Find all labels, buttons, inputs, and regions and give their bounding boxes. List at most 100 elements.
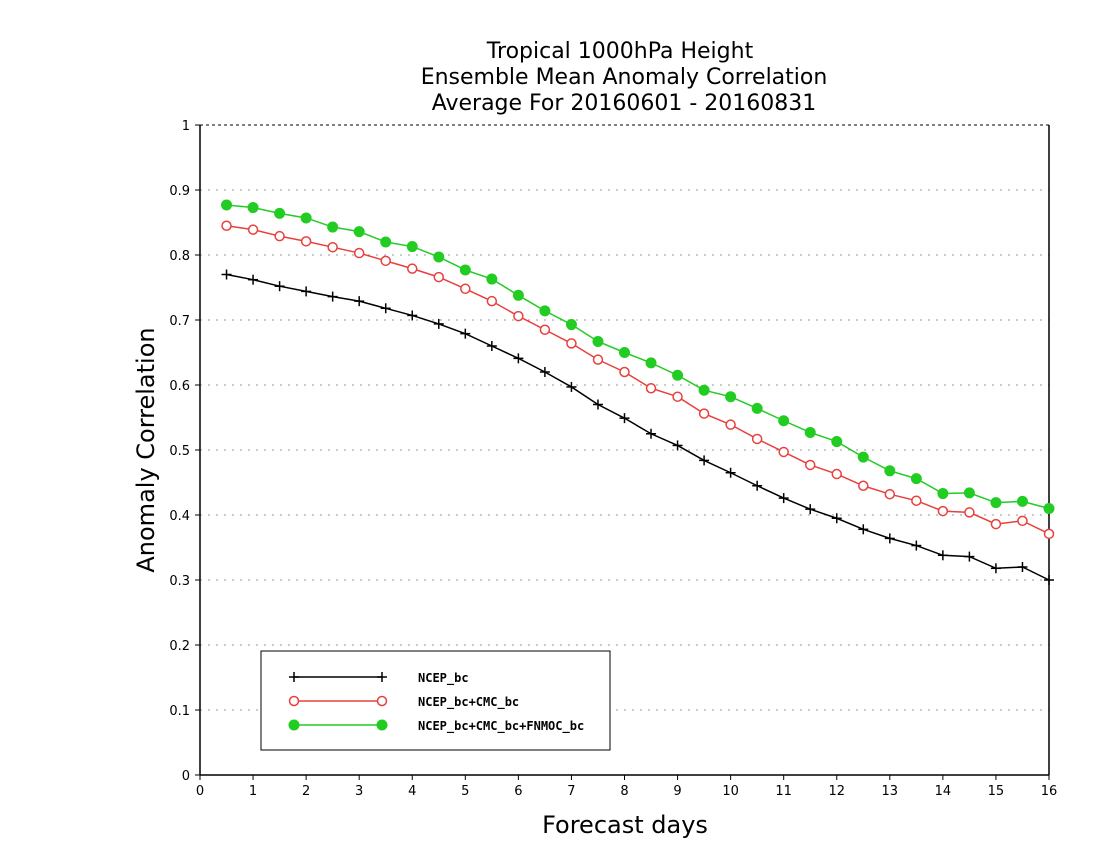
legend-marker xyxy=(376,719,388,731)
data-point xyxy=(592,354,604,365)
data-point xyxy=(937,488,949,500)
legend-marker xyxy=(376,695,388,707)
data-point xyxy=(592,399,603,410)
data-point xyxy=(513,310,524,322)
data-point xyxy=(565,319,577,331)
x-tick-label: 6 xyxy=(514,784,522,799)
data-point xyxy=(858,524,869,535)
data-point xyxy=(300,212,312,224)
data-point xyxy=(804,426,816,438)
x-tick-label: 13 xyxy=(882,784,899,799)
data-point xyxy=(407,263,418,274)
data-point xyxy=(698,408,710,419)
data-point xyxy=(990,518,1002,530)
data-point xyxy=(699,455,710,466)
series-3 xyxy=(221,199,1055,514)
data-point xyxy=(1017,515,1028,527)
data-point xyxy=(301,286,312,297)
grid-lines xyxy=(200,189,1049,711)
data-point xyxy=(592,335,604,347)
data-point xyxy=(645,357,657,369)
data-point xyxy=(486,273,498,285)
data-point xyxy=(672,369,684,381)
x-tick-label: 16 xyxy=(1041,784,1058,799)
series-line xyxy=(226,273,1050,581)
x-tick-label: 12 xyxy=(828,784,845,799)
data-point xyxy=(911,540,922,551)
data-point xyxy=(300,236,312,247)
x-tick-label: 0 xyxy=(196,784,204,799)
x-tick-label: 8 xyxy=(620,784,628,799)
data-point xyxy=(539,324,551,335)
data-point xyxy=(1017,562,1028,572)
data-point xyxy=(778,493,789,504)
data-point xyxy=(539,305,551,317)
x-tick-label: 9 xyxy=(673,784,681,799)
y-tick-label: 0.4 xyxy=(169,509,190,524)
data-point xyxy=(566,381,577,392)
x-axis-label: Forecast days xyxy=(542,811,708,839)
title-line-1: Tropical 1000hPa Height xyxy=(486,39,754,64)
data-point xyxy=(725,391,737,403)
data-point xyxy=(486,341,497,351)
y-tick-label: 0.9 xyxy=(169,184,190,199)
data-point xyxy=(513,353,524,364)
data-point xyxy=(725,419,736,430)
data-point xyxy=(380,303,391,314)
y-tick-label: 0.2 xyxy=(169,639,190,654)
data-point xyxy=(937,505,949,517)
x-tick-label: 10 xyxy=(722,784,739,799)
data-point xyxy=(221,220,232,231)
legend-marker xyxy=(289,672,299,682)
data-point xyxy=(646,428,657,439)
x-tick-label: 5 xyxy=(461,784,469,799)
data-point xyxy=(433,271,445,283)
data-point xyxy=(858,480,869,491)
data-point xyxy=(778,446,789,458)
data-point xyxy=(805,504,816,515)
data-point xyxy=(619,366,630,378)
data-point xyxy=(380,236,392,248)
data-point xyxy=(460,328,471,339)
data-point xyxy=(857,451,869,463)
y-tick-label: 0.5 xyxy=(169,444,190,459)
legend-label: NCEP_bc+CMC_bc xyxy=(418,695,519,710)
x-tick-label: 4 xyxy=(408,784,416,799)
data-point xyxy=(910,473,922,485)
data-point xyxy=(990,563,1001,574)
data-point xyxy=(407,310,418,321)
data-point xyxy=(751,433,763,445)
data-point xyxy=(645,383,657,394)
data-point xyxy=(884,465,896,477)
data-point xyxy=(884,533,895,544)
data-point xyxy=(433,251,445,263)
data-point xyxy=(1044,575,1054,585)
data-point xyxy=(672,391,683,402)
data-point xyxy=(698,384,710,396)
data-point xyxy=(1016,495,1028,507)
tick-labels: 0 1 2 3 4 5 6 7 8 9 10 11 12 13 14 15 1600.10.20.30.40.5… xyxy=(169,119,1057,799)
x-tick-label: 15 xyxy=(988,784,1005,799)
data-point xyxy=(353,226,365,238)
y-tick-label: 0.3 xyxy=(169,574,190,589)
series-lines xyxy=(221,199,1055,585)
data-point xyxy=(725,467,736,478)
legend-marker xyxy=(288,695,300,707)
data-point xyxy=(221,269,232,280)
data-point xyxy=(831,513,842,524)
data-point xyxy=(327,241,338,253)
data-point xyxy=(964,551,975,562)
data-point xyxy=(1043,503,1055,514)
x-tick-label: 3 xyxy=(355,784,363,799)
legend-entry: NCEP_bc+CMC_bc xyxy=(288,695,519,710)
data-point xyxy=(964,507,975,518)
legend-entry: NCEP_bc xyxy=(289,671,469,686)
data-point xyxy=(884,488,896,500)
data-point xyxy=(1043,528,1055,540)
legend-marker xyxy=(377,672,387,682)
data-point xyxy=(778,415,790,427)
data-point xyxy=(619,413,630,424)
y-tick-label: 1 xyxy=(182,119,190,134)
data-point xyxy=(327,291,338,302)
